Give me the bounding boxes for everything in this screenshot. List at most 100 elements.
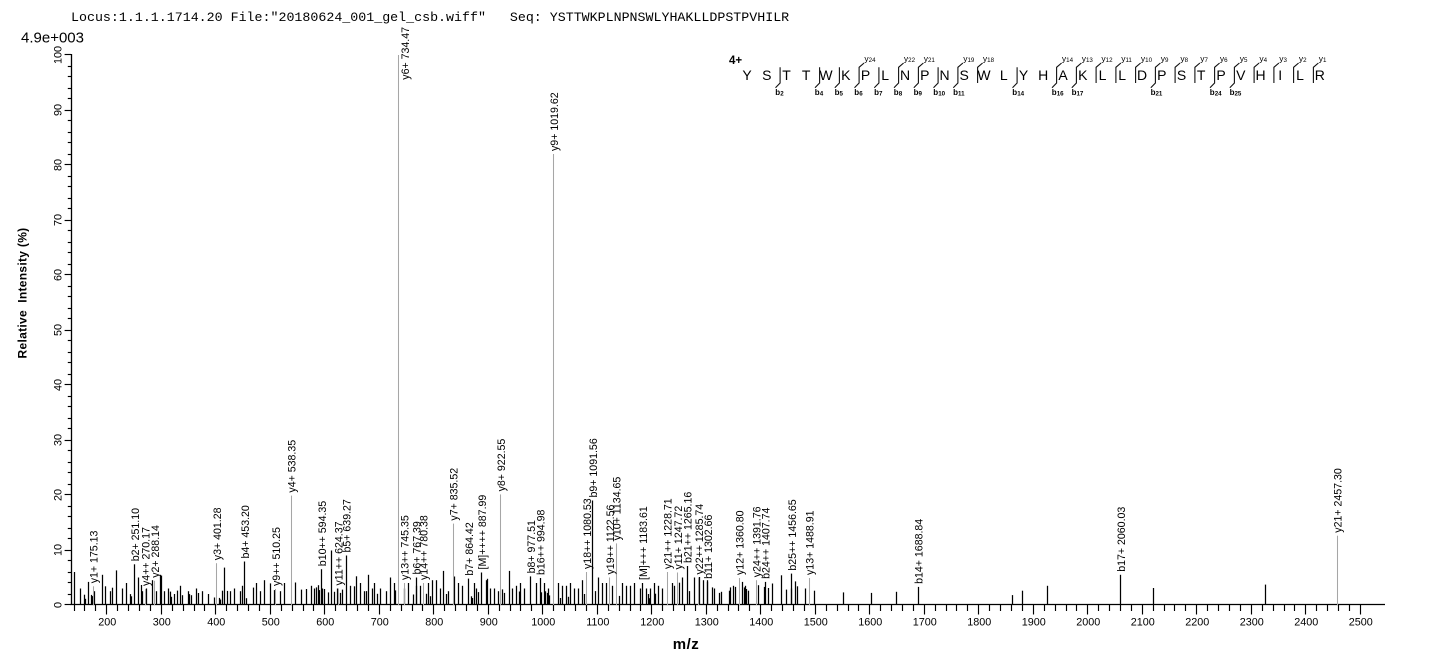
svg-text:500: 500	[262, 617, 280, 629]
svg-text:P: P	[920, 67, 929, 83]
svg-text:b17: b17	[1072, 88, 1084, 98]
svg-text:2500: 2500	[1349, 617, 1373, 629]
svg-text:S: S	[1177, 67, 1186, 83]
svg-text:b2+ 251.10: b2+ 251.10	[130, 508, 142, 561]
svg-text:y7+ 835.52: y7+ 835.52	[449, 468, 461, 521]
svg-text:y18++ 1080.53: y18++ 1080.53	[582, 498, 594, 569]
svg-text:y24: y24	[864, 54, 876, 65]
svg-text:y2: y2	[1299, 54, 1307, 65]
svg-text:b9: b9	[914, 88, 923, 98]
svg-text:y11++ 624.37: y11++ 624.37	[333, 521, 345, 585]
svg-text:L: L	[1000, 67, 1008, 83]
svg-text:y9+ 1019.62: y9+ 1019.62	[549, 92, 561, 151]
svg-text:400: 400	[207, 617, 225, 629]
svg-text:y8: y8	[1180, 54, 1188, 65]
svg-text:y9: y9	[1161, 54, 1169, 65]
svg-text:b10++ 594.35: b10++ 594.35	[317, 501, 329, 567]
svg-text:b6+ 767.39: b6+ 767.39	[411, 521, 423, 574]
svg-text:m/z: m/z	[673, 636, 700, 653]
svg-text:y14: y14	[1062, 54, 1074, 65]
svg-text:600: 600	[316, 617, 334, 629]
svg-text:700: 700	[371, 617, 389, 629]
svg-text:30: 30	[53, 434, 65, 446]
svg-text:y22++ 1285.74: y22++ 1285.74	[694, 504, 706, 575]
svg-text:W: W	[977, 67, 991, 83]
svg-text:K: K	[1078, 67, 1088, 83]
svg-text:y6: y6	[1220, 54, 1228, 65]
svg-text:D: D	[1137, 67, 1147, 83]
svg-text:y1: y1	[1319, 54, 1327, 65]
svg-text:H: H	[1255, 67, 1265, 83]
svg-text:1500: 1500	[804, 617, 828, 629]
svg-text:40: 40	[53, 379, 65, 391]
svg-text:y4: y4	[1259, 54, 1267, 65]
svg-text:y21+ 2457.30: y21+ 2457.30	[1332, 468, 1344, 533]
svg-text:H: H	[1038, 67, 1048, 83]
svg-text:L: L	[881, 67, 889, 83]
svg-text:b8+ 977.51: b8+ 977.51	[526, 520, 538, 573]
svg-text:y11+ 1247.72: y11+ 1247.72	[673, 506, 685, 570]
svg-text:N: N	[939, 67, 949, 83]
svg-text:b21++ 1265.16: b21++ 1265.16	[683, 492, 695, 563]
svg-text:y6+ 734.47: y6+ 734.47	[400, 27, 412, 80]
svg-text:b14+ 1688.84: b14+ 1688.84	[914, 519, 926, 584]
svg-text:T: T	[1197, 67, 1206, 83]
svg-text:y24++ 1391.76: y24++ 1391.76	[752, 506, 764, 577]
svg-text:y3+ 401.28: y3+ 401.28	[212, 507, 224, 560]
svg-text:y1+ 175.13: y1+ 175.13	[89, 530, 101, 583]
svg-text:70: 70	[53, 214, 65, 226]
svg-text:P: P	[861, 67, 870, 83]
svg-text:b10: b10	[933, 88, 945, 98]
svg-text:200: 200	[98, 617, 116, 629]
svg-text:I: I	[1278, 67, 1282, 83]
svg-text:2300: 2300	[1240, 617, 1264, 629]
svg-text:b24: b24	[1210, 88, 1222, 98]
svg-text:Locus:1.1.1.1714.20 File:"2018: Locus:1.1.1.1714.20 File:"20180624_001_g…	[71, 10, 789, 25]
svg-text:20: 20	[53, 489, 65, 501]
svg-text:Y: Y	[742, 67, 752, 83]
svg-text:Y: Y	[1019, 67, 1029, 83]
svg-text:b25++ 1456.65: b25++ 1456.65	[787, 499, 799, 570]
svg-text:b8: b8	[894, 88, 903, 98]
svg-text:b2: b2	[775, 88, 784, 98]
svg-text:y2+ 288.14: y2+ 288.14	[150, 525, 162, 578]
svg-text:b5+ 639.27: b5+ 639.27	[342, 499, 354, 552]
svg-text:y5: y5	[1240, 54, 1248, 65]
svg-text:2400: 2400	[1294, 617, 1318, 629]
svg-text:y3: y3	[1279, 54, 1287, 65]
svg-text:2000: 2000	[1076, 617, 1100, 629]
svg-text:T: T	[782, 67, 791, 83]
svg-text:y19++ 1122.56: y19++ 1122.56	[605, 504, 617, 574]
svg-text:y7: y7	[1200, 54, 1208, 65]
svg-text:P: P	[1157, 67, 1166, 83]
svg-text:y18: y18	[983, 54, 995, 65]
svg-text:b7+ 864.42: b7+ 864.42	[464, 522, 476, 575]
svg-text:10: 10	[53, 544, 65, 556]
svg-text:y21: y21	[924, 54, 936, 65]
svg-text:1300: 1300	[695, 617, 719, 629]
svg-text:K: K	[841, 67, 851, 83]
svg-text:y9++ 510.25: y9++ 510.25	[271, 527, 283, 586]
svg-text:y12: y12	[1101, 54, 1113, 65]
svg-text:y10+ 1134.65: y10+ 1134.65	[612, 477, 624, 541]
svg-text:L: L	[1118, 67, 1126, 83]
svg-text:1100: 1100	[586, 617, 609, 629]
svg-text:b24++ 1407.74: b24++ 1407.74	[760, 508, 772, 579]
svg-text:y21++ 1228.71: y21++ 1228.71	[663, 498, 675, 569]
svg-text:V: V	[1236, 67, 1246, 83]
svg-text:4.9e+003: 4.9e+003	[21, 30, 84, 47]
svg-text:1400: 1400	[749, 617, 773, 629]
svg-text:b5: b5	[835, 88, 844, 98]
svg-text:b14: b14	[1012, 88, 1024, 98]
svg-text:N: N	[900, 67, 910, 83]
svg-text:90: 90	[53, 104, 65, 116]
svg-text:1000: 1000	[531, 617, 555, 629]
svg-text:b9+ 1091.56: b9+ 1091.56	[588, 438, 600, 497]
svg-text:b6: b6	[854, 88, 863, 98]
svg-text:[M]++++ 887.99: [M]++++ 887.99	[477, 495, 489, 570]
svg-text:y11: y11	[1121, 54, 1132, 65]
svg-text:80: 80	[53, 159, 65, 171]
svg-text:50: 50	[53, 324, 65, 336]
svg-text:60: 60	[53, 269, 65, 281]
svg-text:b11: b11	[953, 88, 965, 98]
